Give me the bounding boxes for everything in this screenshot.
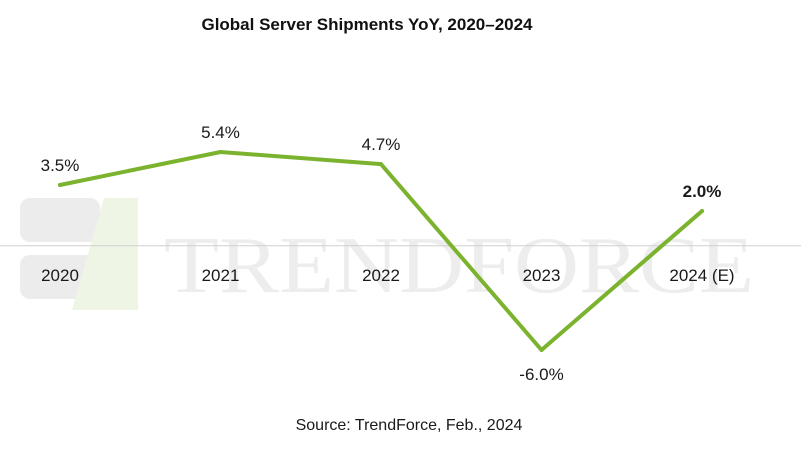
chart-title: Global Server Shipments YoY, 2020–2024 — [201, 15, 533, 34]
data-point — [539, 348, 544, 352]
source-note: Source: TrendForce, Feb., 2024 — [296, 417, 523, 434]
watermark: TRENDFORCE — [20, 198, 754, 310]
series-group — [58, 150, 704, 352]
x-tick-labels: 2020 2021 2022 2023 2024 (E) — [41, 266, 735, 285]
trendforce-logo-icon — [20, 198, 138, 310]
data-label: 5.4% — [201, 123, 240, 142]
data-label: -6.0% — [519, 365, 563, 384]
x-tick-label: 2022 — [362, 266, 400, 285]
data-point — [379, 162, 383, 167]
x-tick-label: 2020 — [41, 266, 79, 285]
data-labels: 3.5% 5.4% 4.7% -6.0% 2.0% — [41, 123, 722, 384]
data-label: 2.0% — [683, 182, 722, 201]
x-tick-label: 2024 (E) — [669, 266, 734, 285]
data-point — [218, 150, 223, 154]
data-point — [700, 209, 704, 214]
data-label: 3.5% — [41, 156, 80, 175]
watermark-text: TRENDFORCE — [164, 222, 754, 310]
x-tick-label: 2023 — [523, 266, 561, 285]
x-tick-label: 2021 — [202, 266, 240, 285]
data-point — [58, 183, 62, 187]
data-label: 4.7% — [362, 135, 401, 154]
